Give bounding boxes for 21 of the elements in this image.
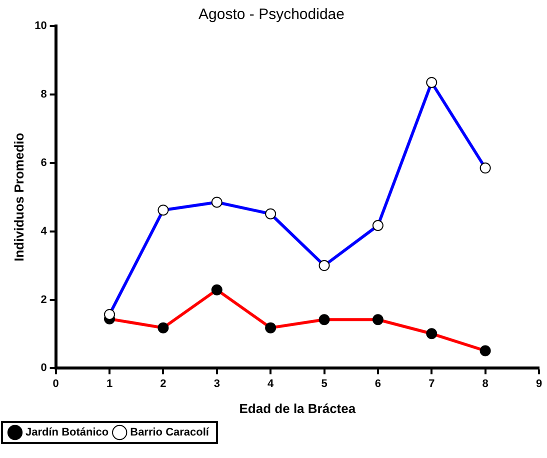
- y-tick-label: 8: [40, 88, 47, 100]
- x-tick-label: 0: [52, 378, 59, 390]
- chart-title: Agosto - Psychodidae: [198, 6, 344, 24]
- y-tick-label: 4: [40, 225, 48, 238]
- x-tick-label: 7: [428, 378, 435, 390]
- x-tick-label: 6: [374, 378, 382, 390]
- x-tick-label: 4: [268, 378, 275, 390]
- y-tick-label: 0: [40, 362, 47, 374]
- x-tick-label: 8: [482, 378, 488, 390]
- x-tick-label: 3: [214, 378, 220, 390]
- x-tick-label: 9: [536, 378, 542, 390]
- y-axis-title: Individuos Promedio: [11, 132, 26, 262]
- x-tick-label: 2: [160, 378, 166, 390]
- y-tick-label: 2: [40, 294, 47, 306]
- legend-label: Barrio Caracolí: [130, 426, 210, 439]
- x-tick-label: 5: [321, 378, 328, 390]
- y-tick-label: 10: [34, 20, 47, 32]
- legend-label: Jardín Botánico: [26, 426, 109, 439]
- x-axis-title: Edad de la Bráctea: [239, 400, 356, 416]
- y-tick-label: 6: [40, 156, 47, 169]
- x-tick-label: 1: [106, 378, 113, 390]
